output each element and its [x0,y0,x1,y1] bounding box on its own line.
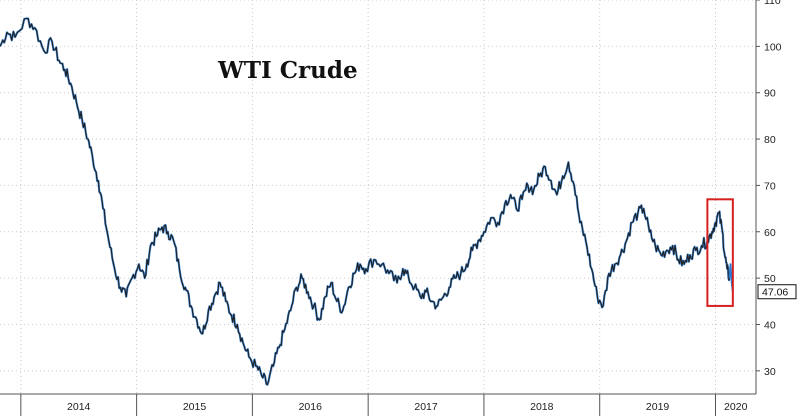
y-tick-label: 110 [764,0,781,7]
x-tick-label: 2015 [183,401,207,413]
x-tick-label: 2020 [724,401,748,413]
y-tick-label: 30 [764,366,776,378]
last-value-marker: 47.06 [757,284,797,300]
axis-layer [0,0,760,416]
overlay-layer [706,198,734,307]
y-tick-label: 90 [764,88,776,100]
x-tick-labels: 2014 2015 2016 2017 2018 2019 2020 [67,401,748,413]
y-tick-label: 100 [764,41,782,53]
y-tick-label: 50 [764,273,776,285]
series-line-shadow [0,17,731,386]
series-layer [0,17,734,386]
y-tick-label: 60 [764,227,776,239]
y-tick-label: 40 [764,319,776,331]
y-tick-label: 80 [764,134,776,146]
last-value-box [757,284,797,300]
x-tick-label: 2018 [530,401,554,413]
y-tick-labels: 30 40 50 60 70 80 90 100 110 [764,0,782,378]
last-value-label: 47.06 [762,287,788,299]
series-line [0,17,730,386]
x-tick-label: 2016 [299,401,323,413]
x-tick-label: 2017 [414,401,438,413]
x-tick-label: 2014 [67,401,91,413]
x-tick-label: 2019 [646,401,670,413]
highlight-box [706,198,734,307]
y-tick-label: 70 [764,180,776,192]
chart-title: WTI Crude [217,57,358,84]
grid-layer [0,0,756,394]
